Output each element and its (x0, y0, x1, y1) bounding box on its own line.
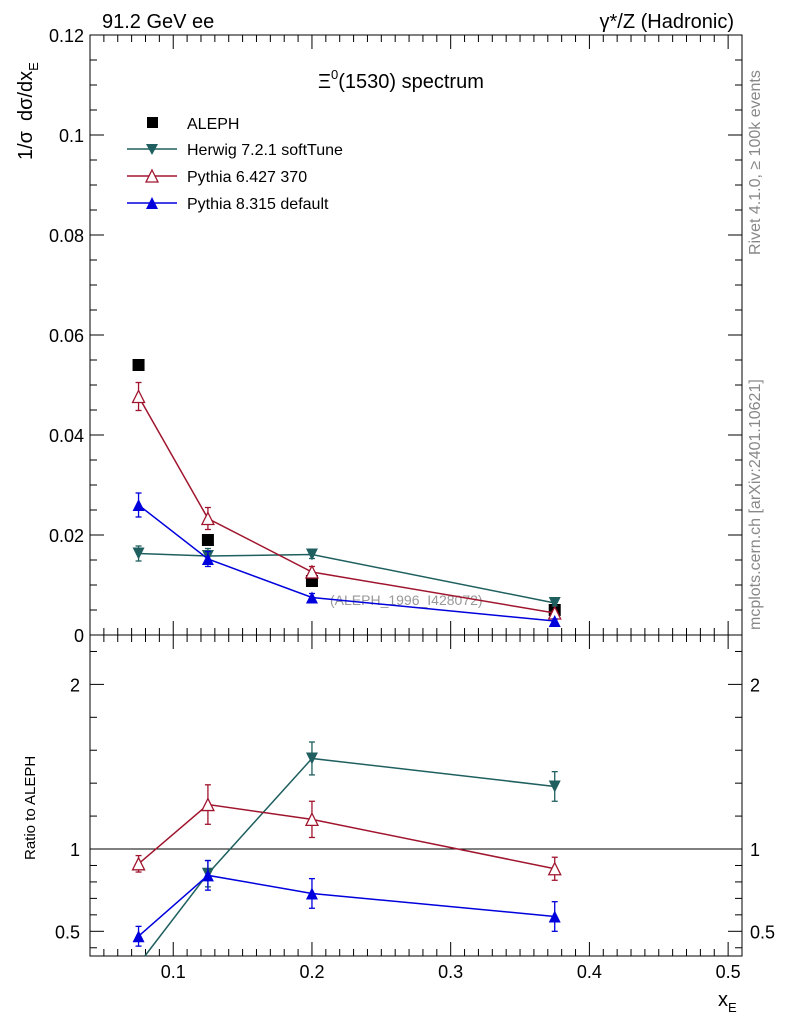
series-line-pythia-8-315-default (138, 874, 555, 937)
ratio-ytick-label-right: 2 (750, 675, 760, 695)
series-line-herwig-7-2-1-softtune (138, 552, 555, 604)
data-point-herwig-7-2-1-softtune (305, 752, 318, 765)
ratio-y-ticks: 0.5 0.5 1 1 2 2 (55, 650, 775, 949)
legend-marker-herwig (146, 144, 158, 155)
data-point-herwig-7-2-1-softtune (548, 597, 561, 609)
data-point-pythia-6-427-370 (304, 811, 320, 827)
series-line-herwig-7-2-1-softtune (144, 757, 555, 957)
ratio-panel: 0.5 0.5 1 1 2 2 0.1 0.2 0.3 0.4 0.5 Ratio to ALEP… (22, 634, 775, 1015)
rivet-label: Rivet 4.1.0, ≥ 100k events (747, 70, 764, 255)
xtick-label: 0.2 (299, 962, 324, 982)
series-line-pythia-6-427-370 (138, 803, 555, 870)
ratio-ylabel: Ratio to ALEPH (22, 756, 39, 860)
main-ytick-label: 0.12 (49, 26, 84, 46)
data-point-pythia-8-315-default (132, 499, 145, 511)
data-point-pythia-6-427-370 (547, 861, 562, 876)
energy-label: 91.2 GeV ee (102, 11, 214, 33)
ratio-series (131, 741, 562, 957)
data-point-herwig-7-2-1-softtune (132, 547, 145, 560)
series-line-pythia-8-315-default (138, 504, 555, 622)
data-point-herwig-7-2-1-softtune (548, 780, 561, 793)
ratio-ytick-label: 0.5 (55, 922, 80, 942)
ratio-ytick-label: 2 (70, 675, 80, 695)
legend-label-pythia8: Pythia 8.315 default (187, 196, 329, 213)
xtick-label: 0.1 (161, 962, 186, 982)
xtick-label: 0.5 (716, 962, 741, 982)
legend-marker-pythia8 (146, 197, 158, 209)
legend-label-pythia6: Pythia 6.427 370 (187, 169, 307, 186)
data-point-pythia-8-315-default (132, 930, 145, 943)
site-label: mcplots.cern.ch [arXiv:2401.10621] (747, 379, 764, 630)
ratio-x-ticks: 0.1 0.2 0.3 0.4 0.5 (103, 635, 741, 982)
data-point-pythia-8-315-default (305, 591, 318, 604)
legend-label-herwig: Herwig 7.2.1 softTune (187, 142, 343, 159)
legend-marker-pythia6 (144, 168, 160, 183)
main-ytick-label: 0.06 (49, 326, 84, 346)
data-point-pythia-6-427-370 (200, 797, 215, 812)
series-line-pythia-6-427-370 (137, 396, 555, 614)
ratio-ytick-label: 1 (70, 840, 80, 860)
data-point-aleph (132, 359, 145, 371)
xtick-label: 0.3 (438, 962, 463, 982)
data-point-pythia-6-427-370 (131, 389, 146, 404)
data-point-pythia-6-427-370 (304, 564, 320, 579)
title-rest: (1530) spectrum (338, 71, 484, 93)
xtick-label: 0.4 (577, 962, 602, 982)
data-point-pythia-8-315-default (201, 553, 214, 565)
data-point-aleph (201, 534, 214, 546)
main-ytick-label: 0.02 (49, 526, 84, 546)
main-y-ticks: 0 0.02 0.04 0.06 0.08 0.1 0.12 (49, 26, 742, 646)
ylabel-part-1: 1/σ (15, 130, 37, 160)
plot-title: Ξ0(1530) spectrum (318, 67, 484, 93)
ratio-ytick-label-right: 0.5 (750, 922, 775, 942)
legend-marker-aleph (147, 117, 158, 128)
ylabel-part-2: dσ/dx (15, 71, 37, 121)
main-series (131, 359, 562, 627)
main-ytick-label: 0.04 (49, 426, 84, 446)
main-ytick-label: 0 (74, 626, 84, 646)
ylabel-part-3: E (26, 62, 41, 71)
data-point-pythia-8-315-default (548, 910, 561, 923)
data-point-pythia-8-315-default (548, 615, 561, 627)
x-axis-label: xE (718, 989, 737, 1015)
ratio-ytick-label-right: 1 (750, 840, 760, 860)
legend: ALEPH Herwig 7.2.1 softTune Pythia 6.427… (127, 116, 343, 213)
main-ytick-label: 0.08 (49, 226, 84, 246)
ratio-plot-frame (89, 634, 743, 957)
main-ytick-label: 0.1 (59, 126, 84, 146)
data-point-pythia-6-427-370 (131, 856, 146, 871)
title-base: Ξ (318, 71, 331, 93)
data-point-pythia-6-427-370 (200, 511, 215, 526)
main-ylabel: 1/σ dσ/dxE (15, 62, 41, 160)
main-panel: 0 0.02 0.04 0.06 0.08 0.1 0.12 (ALEPH_1996_I42… (15, 26, 743, 646)
data-point-pythia-8-315-default (305, 887, 318, 900)
legend-label-aleph: ALEPH (187, 116, 239, 133)
process-label: γ*/Z (Hadronic) (600, 11, 734, 33)
title-sup: 0 (331, 67, 338, 82)
data-point-herwig-7-2-1-softtune (305, 548, 318, 561)
data-point-pythia-8-315-default (201, 869, 214, 882)
watermark: (ALEPH_1996_I428072) (330, 592, 483, 608)
main-x-ticks (103, 35, 729, 635)
